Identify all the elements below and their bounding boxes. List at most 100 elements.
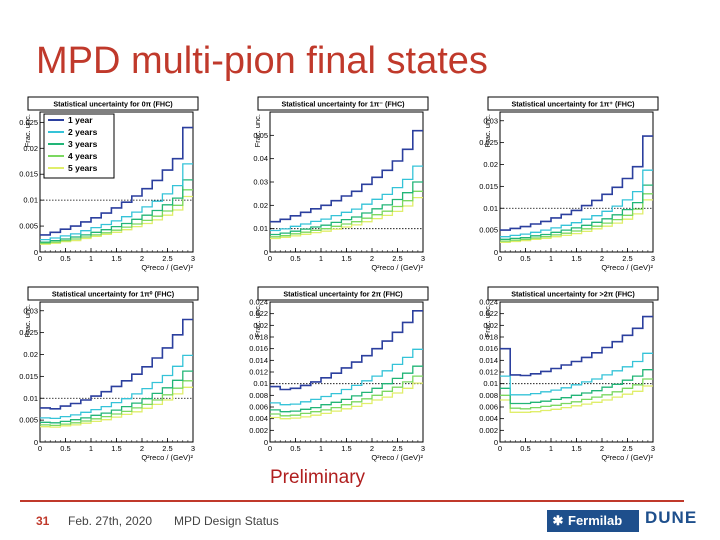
series-line bbox=[500, 193, 653, 242]
x-tick-label: 2 bbox=[370, 444, 374, 453]
series-line bbox=[500, 369, 653, 405]
series-line bbox=[270, 181, 423, 236]
y-tick-label: 0.012 bbox=[249, 368, 268, 377]
x-tick-label: 1 bbox=[319, 444, 323, 453]
x-tick-label: 2 bbox=[600, 444, 604, 453]
chart-panel: Statistical uncertainty for 0π (FHC) 0.00… bbox=[19, 96, 199, 272]
legend-label: 2 years bbox=[68, 127, 98, 137]
x-tick-label: 0 bbox=[38, 254, 42, 263]
y-tick-label: 0 bbox=[494, 248, 498, 257]
chart-panel: Statistical uncertainty for 1π⁻ (FHC) 0.0… bbox=[253, 96, 429, 272]
slide-title: MPD multi-pion final states bbox=[36, 40, 488, 82]
y-tick-label: 0.01 bbox=[483, 379, 498, 388]
x-tick-label: 0.5 bbox=[520, 444, 530, 453]
plot-frame bbox=[499, 301, 654, 443]
x-tick-label: 2.5 bbox=[392, 254, 402, 263]
y-tick-label: 0.02 bbox=[253, 201, 268, 210]
x-tick-label: 1.5 bbox=[571, 444, 581, 453]
x-tick-label: 2.5 bbox=[392, 444, 402, 453]
y-tick-label: 0.006 bbox=[249, 403, 268, 412]
series-line bbox=[270, 375, 423, 417]
y-tick-label: 0.005 bbox=[19, 416, 38, 425]
y-tick-label: 0.02 bbox=[23, 144, 38, 153]
chart-title: Statistical uncertainty for 1π⁻ (FHC) bbox=[281, 100, 405, 109]
series-line bbox=[40, 195, 193, 245]
y-axis-label: Frac. unc. bbox=[253, 304, 262, 337]
chart-title-box bbox=[257, 96, 429, 111]
x-tick-label: 0 bbox=[498, 444, 502, 453]
x-tick-label: 0 bbox=[38, 444, 42, 453]
y-tick-label: 0.018 bbox=[249, 333, 268, 342]
chart-title-box bbox=[487, 96, 659, 111]
y-axis-label: Frac. unc. bbox=[483, 114, 492, 147]
x-tick-label: 1.5 bbox=[111, 444, 121, 453]
x-tick-label: 2.5 bbox=[162, 444, 172, 453]
preliminary-label: Preliminary bbox=[270, 467, 366, 488]
series-line bbox=[270, 129, 423, 223]
y-tick-label: 0.008 bbox=[249, 391, 268, 400]
y-tick-label: 0.025 bbox=[479, 138, 498, 147]
x-tick-label: 1 bbox=[319, 254, 323, 263]
y-tick-label: 0.025 bbox=[19, 328, 38, 337]
series-line bbox=[40, 189, 193, 244]
y-tick-label: 0 bbox=[264, 438, 268, 447]
chart-title-box bbox=[257, 286, 429, 301]
y-tick-label: 0.005 bbox=[19, 222, 38, 231]
x-tick-label: 0.5 bbox=[520, 254, 530, 263]
y-tick-label: 0.002 bbox=[479, 426, 498, 435]
y-tick-label: 0.01 bbox=[253, 379, 268, 388]
y-axis-label: Frac. unc. bbox=[23, 304, 32, 337]
x-tick-label: 2 bbox=[370, 254, 374, 263]
y-tick-label: 0.024 bbox=[249, 298, 268, 307]
x-tick-label: 2.5 bbox=[622, 254, 632, 263]
x-tick-label: 0.5 bbox=[60, 444, 70, 453]
x-axis-label: Q²reco / (GeV)² bbox=[601, 453, 653, 462]
fermilab-logo-text: Fermilab bbox=[568, 513, 623, 528]
y-tick-label: 0.05 bbox=[253, 131, 268, 140]
x-tick-label: 0.5 bbox=[290, 444, 300, 453]
fermilab-logo: ✱ Fermilab bbox=[547, 510, 639, 532]
x-tick-label: 0 bbox=[268, 444, 272, 453]
chart-title: Statistical uncertainty for 1π⁺ (FHC) bbox=[511, 100, 635, 109]
series-line bbox=[500, 184, 653, 240]
x-tick-label: 1.5 bbox=[111, 254, 121, 263]
x-tick-label: 3 bbox=[421, 254, 425, 263]
x-axis-label: Q²reco / (GeV)² bbox=[371, 453, 423, 462]
footer-title: MPD Design Status bbox=[174, 514, 279, 528]
footer-divider bbox=[20, 500, 684, 502]
x-tick-label: 2 bbox=[140, 444, 144, 453]
series-line bbox=[500, 199, 653, 244]
x-tick-label: 3 bbox=[191, 254, 195, 263]
y-tick-label: 0.018 bbox=[479, 333, 498, 342]
y-tick-label: 0.005 bbox=[479, 226, 498, 235]
series-line bbox=[40, 354, 193, 420]
y-tick-label: 0.015 bbox=[19, 170, 38, 179]
x-tick-label: 0.5 bbox=[60, 254, 70, 263]
x-tick-label: 2.5 bbox=[622, 444, 632, 453]
y-tick-label: 0.015 bbox=[479, 182, 498, 191]
footer-date: Feb. 27th, 2020 bbox=[68, 514, 153, 528]
series-line bbox=[270, 196, 423, 240]
chart-title-box bbox=[487, 286, 659, 301]
legend-label: 5 years bbox=[68, 163, 98, 173]
series-line bbox=[500, 378, 653, 410]
legend-label: 4 years bbox=[68, 151, 98, 161]
y-tick-label: 0.022 bbox=[249, 309, 268, 318]
chart-panel: Statistical uncertainty for 2π (FHC) 0.00… bbox=[249, 286, 429, 462]
y-tick-label: 0.01 bbox=[23, 394, 38, 403]
y-tick-label: 0.02 bbox=[483, 321, 498, 330]
x-axis-label: Q²reco / (GeV)² bbox=[141, 453, 193, 462]
y-tick-label: 0.014 bbox=[479, 356, 498, 365]
series-line bbox=[40, 163, 193, 241]
chart-title: Statistical uncertainty for 1π⁰ (FHC) bbox=[52, 290, 175, 299]
y-tick-label: 0.004 bbox=[249, 414, 268, 423]
y-tick-label: 0.002 bbox=[249, 426, 268, 435]
y-tick-label: 0.016 bbox=[249, 344, 268, 353]
x-axis-label: Q²reco / (GeV)² bbox=[141, 263, 193, 272]
y-tick-label: 0.03 bbox=[253, 178, 268, 187]
series-line bbox=[270, 310, 423, 391]
x-tick-label: 0 bbox=[498, 254, 502, 263]
y-tick-label: 0.01 bbox=[23, 196, 38, 205]
plot-frame bbox=[269, 301, 424, 443]
series-line bbox=[500, 385, 653, 413]
